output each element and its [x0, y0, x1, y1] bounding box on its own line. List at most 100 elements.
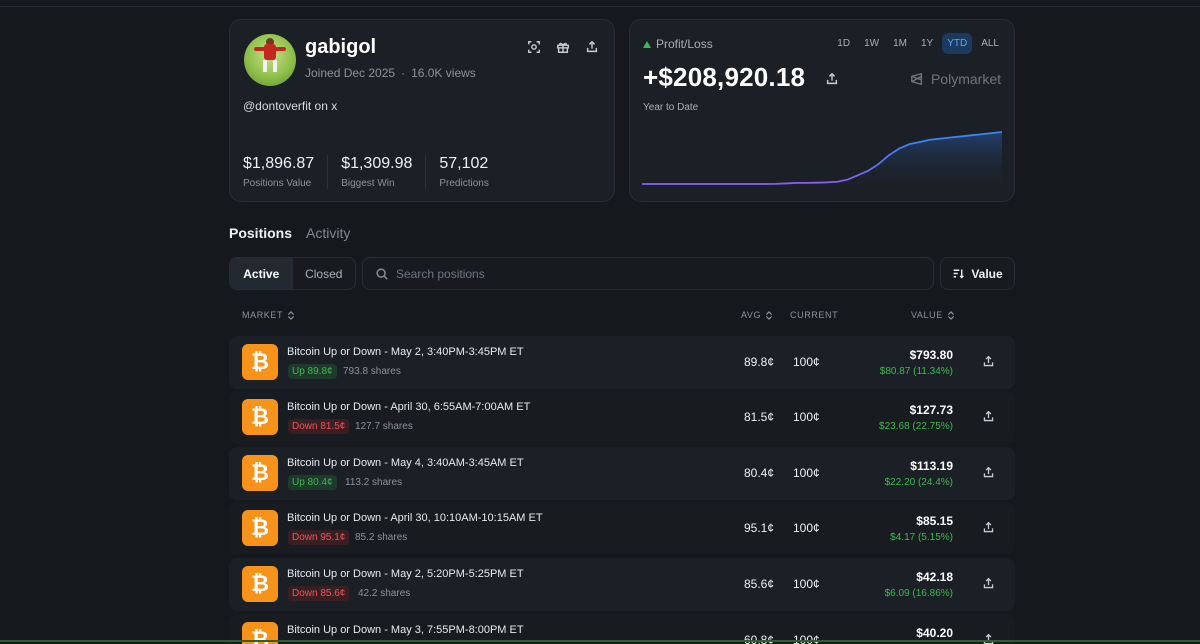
stat-label: Biggest Win	[341, 178, 395, 189]
profile-meta: Joined Dec 2025 · 16.0K views	[305, 66, 476, 80]
position-pill: Down 85.6¢	[288, 586, 350, 601]
column-market[interactable]: MARKET	[242, 310, 295, 320]
pnl-label: Profit/Loss	[656, 37, 713, 51]
period-label: Year to Date	[643, 102, 699, 113]
current-price: 100¢	[793, 577, 820, 591]
table-row[interactable]: ₿ Bitcoin Up or Down - April 30, 10:10AM…	[229, 502, 1015, 555]
position-value: $42.18	[916, 570, 953, 584]
shares: 42.2 shares	[358, 588, 411, 599]
current-price: 100¢	[793, 633, 820, 644]
table-row[interactable]: ₿ Bitcoin Up or Down - May 2, 3:40PM-3:4…	[229, 336, 1015, 389]
pnl-value: +$208,920.18	[643, 62, 806, 92]
share-icon[interactable]	[982, 410, 995, 428]
top-divider	[0, 6, 1200, 7]
stat-value: $1,309.98	[341, 155, 413, 172]
range-1w[interactable]: 1W	[864, 38, 880, 49]
profile-stats: $1,896.87 Positions Value $1,309.98 Bigg…	[243, 155, 515, 189]
brand: Polymarket	[910, 71, 1001, 87]
filter-active-button[interactable]: Active	[230, 258, 293, 289]
position-pill: Up 89.8¢	[288, 364, 337, 379]
sort-toggle-icon	[766, 310, 773, 320]
trend-up-icon	[643, 40, 651, 48]
table-row[interactable]: ₿ Bitcoin Up or Down - May 4, 3:40AM-3:4…	[229, 447, 1015, 500]
column-label: MARKET	[242, 310, 284, 320]
avg-price: 60.8¢	[744, 633, 775, 644]
avg-price: 85.6¢	[744, 577, 775, 591]
shares: 793.8 shares	[343, 366, 401, 377]
stat-value: $1,896.87	[243, 155, 315, 172]
position-value: $40.20	[916, 626, 953, 640]
gift-icon[interactable]	[554, 38, 571, 55]
position-pill: Up 80.4¢	[288, 475, 337, 490]
section-tabs: Positions Activity	[229, 225, 350, 241]
chart-line	[642, 131, 1002, 185]
column-current: CURRENT	[790, 310, 838, 320]
market-title: Bitcoin Up or Down - May 2, 5:20PM-5:25P…	[287, 568, 524, 580]
bottom-divider	[0, 640, 1200, 642]
chart-area	[765, 132, 1002, 192]
position-value: $793.80	[909, 348, 953, 362]
search-icon	[376, 267, 388, 280]
share-icon[interactable]	[982, 355, 995, 373]
bitcoin-icon: ₿	[242, 455, 278, 491]
position-gain: $80.87 (11.34%)	[879, 366, 953, 377]
column-avg[interactable]: AVG	[741, 310, 773, 320]
avg-price: 89.8¢	[744, 355, 775, 369]
shares: 85.2 shares	[355, 532, 408, 543]
current-price: 100¢	[793, 410, 820, 424]
tab-positions[interactable]: Positions	[229, 225, 293, 241]
column-label: VALUE	[911, 310, 943, 320]
range-1y[interactable]: 1Y	[920, 38, 934, 49]
social-handle: @dontoverfit on x	[243, 99, 338, 113]
share-icon[interactable]	[982, 633, 995, 644]
sort-toggle-icon	[287, 310, 295, 320]
avatar	[244, 34, 296, 86]
range-all[interactable]: ALL	[981, 38, 999, 49]
sort-toggle-icon	[947, 310, 954, 320]
share-icon[interactable]	[982, 521, 995, 539]
stat-label: Predictions	[439, 178, 489, 189]
sort-label: Value	[971, 266, 1003, 281]
market-title: Bitcoin Up or Down - April 30, 10:10AM-1…	[287, 512, 543, 524]
column-value[interactable]: VALUE	[911, 310, 955, 320]
sort-value-button[interactable]: Value	[940, 257, 1015, 290]
stat-positions-value: $1,896.87 Positions Value	[243, 155, 329, 189]
table-row[interactable]: ₿ Bitcoin Up or Down - May 2, 5:20PM-5:2…	[229, 558, 1015, 611]
range-ytd[interactable]: YTD	[942, 33, 973, 54]
search-box	[362, 257, 934, 290]
table-row[interactable]: ₿ Bitcoin Up or Down - May 3, 7:55PM-8:0…	[229, 614, 1015, 644]
column-label: CURRENT	[790, 310, 839, 320]
bitcoin-icon: ₿	[242, 344, 278, 380]
share-icon[interactable]	[823, 70, 840, 87]
share-icon[interactable]	[982, 466, 995, 484]
pnl-header: Profit/Loss	[643, 37, 713, 51]
filter-closed-button[interactable]: Closed	[305, 266, 343, 281]
stat-value: 57,102	[439, 155, 489, 172]
current-price: 100¢	[793, 466, 820, 480]
avg-price: 80.4¢	[744, 466, 775, 480]
range-1d[interactable]: 1D	[837, 38, 851, 49]
position-value: $127.73	[909, 403, 953, 417]
share-icon[interactable]	[583, 38, 600, 55]
table-row[interactable]: ₿ Bitcoin Up or Down - April 30, 6:55AM-…	[229, 391, 1015, 444]
shares: 127.7 shares	[355, 421, 413, 432]
shares: 113.2 shares	[345, 477, 403, 488]
stat-predictions: 57,102 Predictions	[439, 155, 501, 189]
position-pill: Down 95.1¢	[288, 530, 350, 545]
scan-icon[interactable]	[525, 38, 542, 55]
range-1m[interactable]: 1M	[893, 38, 907, 49]
search-input[interactable]	[396, 266, 896, 281]
position-value: $85.15	[916, 514, 953, 528]
current-price: 100¢	[793, 355, 820, 369]
position-pill: Down 81.5¢	[288, 419, 350, 434]
stat-biggest-win: $1,309.98 Biggest Win	[341, 155, 427, 189]
market-title: Bitcoin Up or Down - May 3, 7:55PM-8:00P…	[287, 624, 524, 636]
share-icon[interactable]	[982, 577, 995, 595]
pnl-chart	[642, 131, 1002, 192]
tab-activity[interactable]: Activity	[306, 225, 351, 241]
bitcoin-icon: ₿	[242, 510, 278, 546]
position-gain: $6.09 (16.86%)	[884, 588, 953, 599]
status-filter: Active Closed	[229, 257, 356, 290]
joined-date: Joined Dec 2025	[305, 66, 396, 80]
market-title: Bitcoin Up or Down - May 2, 3:40PM-3:45P…	[287, 346, 524, 358]
